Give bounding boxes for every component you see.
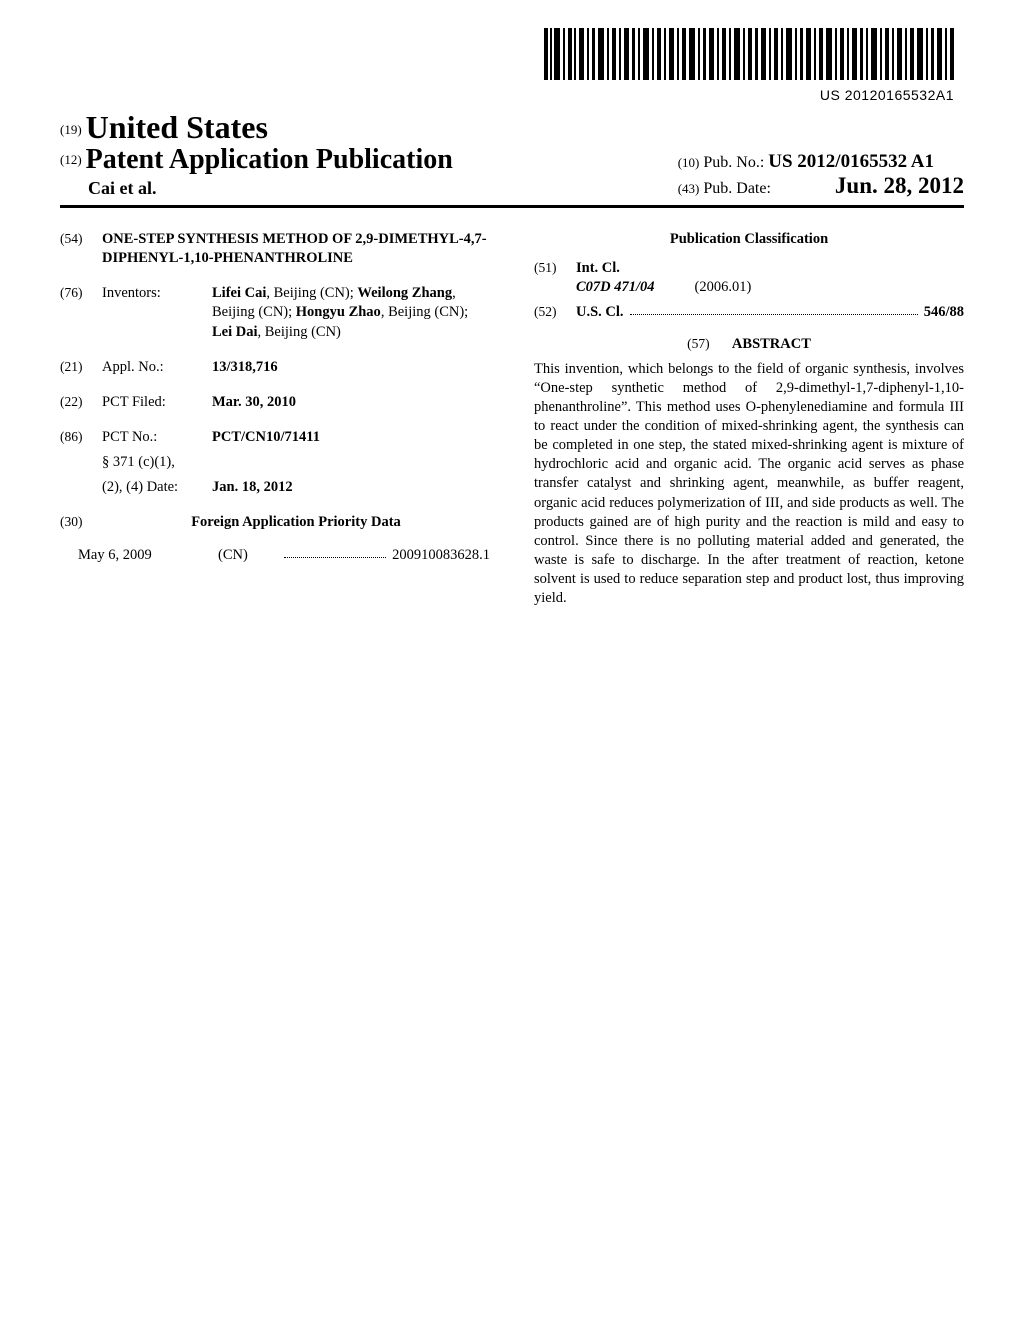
field-10-num: (10) (678, 155, 700, 170)
field-22: (22) PCT Filed: Mar. 30, 2010 (60, 393, 490, 412)
field-30-num: (30) (60, 513, 102, 532)
publication-number: US 2012/0165532 A1 (768, 151, 934, 172)
field-52-num: (52) (534, 303, 576, 322)
pct-filed-date: Mar. 30, 2010 (212, 393, 490, 412)
field-19-num: (19) (60, 122, 82, 137)
barcode-text: US 20120165532A1 (60, 87, 954, 103)
field-52: (52) U.S. Cl. 546/88 (534, 303, 964, 322)
inventor-name: Lei Dai (212, 324, 258, 340)
field-57-num: (57) (687, 335, 729, 353)
field-43-num: (43) (678, 181, 700, 196)
publication-date: Jun. 28, 2012 (835, 173, 964, 198)
publication-type: Patent Application Publication (86, 144, 453, 175)
invention-title: ONE-STEP SYNTHESIS METHOD OF 2,9-DIMETHY… (102, 230, 490, 268)
field-76: (76) Inventors: Lifei Cai, Beijing (CN);… (60, 284, 490, 341)
country: United States (86, 109, 268, 145)
field-86-sub1: § 371 (c)(1), (102, 453, 490, 472)
field-86-sub2-val: Jan. 18, 2012 (212, 478, 490, 497)
field-12-num: (12) (60, 152, 82, 167)
barcode (544, 28, 954, 80)
field-52-label: U.S. Cl. (576, 303, 624, 322)
field-54-num: (54) (60, 230, 102, 268)
left-column: (54) ONE-STEP SYNTHESIS METHOD OF 2,9-DI… (60, 230, 512, 608)
int-cl-code: C07D 471/04 (576, 278, 655, 297)
field-51-label: Int. Cl. (576, 259, 964, 278)
priority-country: (CN) (218, 546, 278, 565)
inventor-location: , Beijing (CN); (381, 304, 468, 320)
field-21-num: (21) (60, 358, 102, 377)
barcode-block: US 20120165532A1 (60, 28, 954, 103)
field-76-label: Inventors: (102, 284, 212, 341)
header: (19) United States (12) Patent Applicati… (60, 109, 964, 199)
abstract-label: ABSTRACT (732, 336, 811, 352)
field-21-label: Appl. No.: (102, 358, 212, 377)
inventor-location: , Beijing (CN); (266, 285, 357, 301)
field-22-num: (22) (60, 393, 102, 412)
dots (284, 546, 386, 558)
pct-number: PCT/CN10/71411 (212, 428, 490, 447)
priority-number: 200910083628.1 (392, 546, 490, 565)
dots (630, 303, 918, 315)
abstract-heading: (57) ABSTRACT (534, 335, 964, 354)
abstract-body: This invention, which belongs to the fie… (534, 360, 964, 609)
priority-row: May 6, 2009 (CN) 200910083628.1 (78, 546, 490, 565)
inventors-list: Lifei Cai, Beijing (CN); Weilong Zhang, … (212, 284, 490, 341)
right-column: Publication Classification (51) Int. Cl.… (512, 230, 964, 608)
field-76-num: (76) (60, 284, 102, 341)
pubno-label: Pub. No.: (703, 154, 764, 171)
field-86-num: (86) (60, 428, 102, 447)
application-number: 13/318,716 (212, 358, 490, 377)
priority-date: May 6, 2009 (78, 546, 218, 565)
inventor-location: , Beijing (CN) (258, 324, 341, 340)
inventor-name: Hongyu Zhao (296, 304, 381, 320)
field-22-label: PCT Filed: (102, 393, 212, 412)
field-86-sub2: (2), (4) Date: Jan. 18, 2012 (102, 478, 490, 497)
pubdate-label: Pub. Date: (703, 180, 771, 197)
field-51-num: (51) (534, 259, 576, 297)
foreign-priority-head: Foreign Application Priority Data (102, 513, 490, 532)
inventor-name: Weilong Zhang (357, 285, 452, 301)
field-30: (30) Foreign Application Priority Data (60, 513, 490, 532)
field-86-label: PCT No.: (102, 428, 212, 447)
inventor-name: Lifei Cai (212, 285, 266, 301)
authors: Cai et al. (60, 178, 453, 199)
divider-thick (60, 205, 964, 208)
field-54: (54) ONE-STEP SYNTHESIS METHOD OF 2,9-DI… (60, 230, 490, 268)
field-51: (51) Int. Cl. C07D 471/04 (2006.01) (534, 259, 964, 297)
field-86: (86) PCT No.: PCT/CN10/71411 (60, 428, 490, 447)
us-cl-value: 546/88 (924, 303, 964, 322)
pubclass-head: Publication Classification (534, 230, 964, 249)
field-21: (21) Appl. No.: 13/318,716 (60, 358, 490, 377)
field-86-sub1-label: § 371 (c)(1), (102, 453, 212, 472)
int-cl-date: (2006.01) (695, 278, 752, 297)
field-86-sub2-label: (2), (4) Date: (102, 478, 212, 497)
